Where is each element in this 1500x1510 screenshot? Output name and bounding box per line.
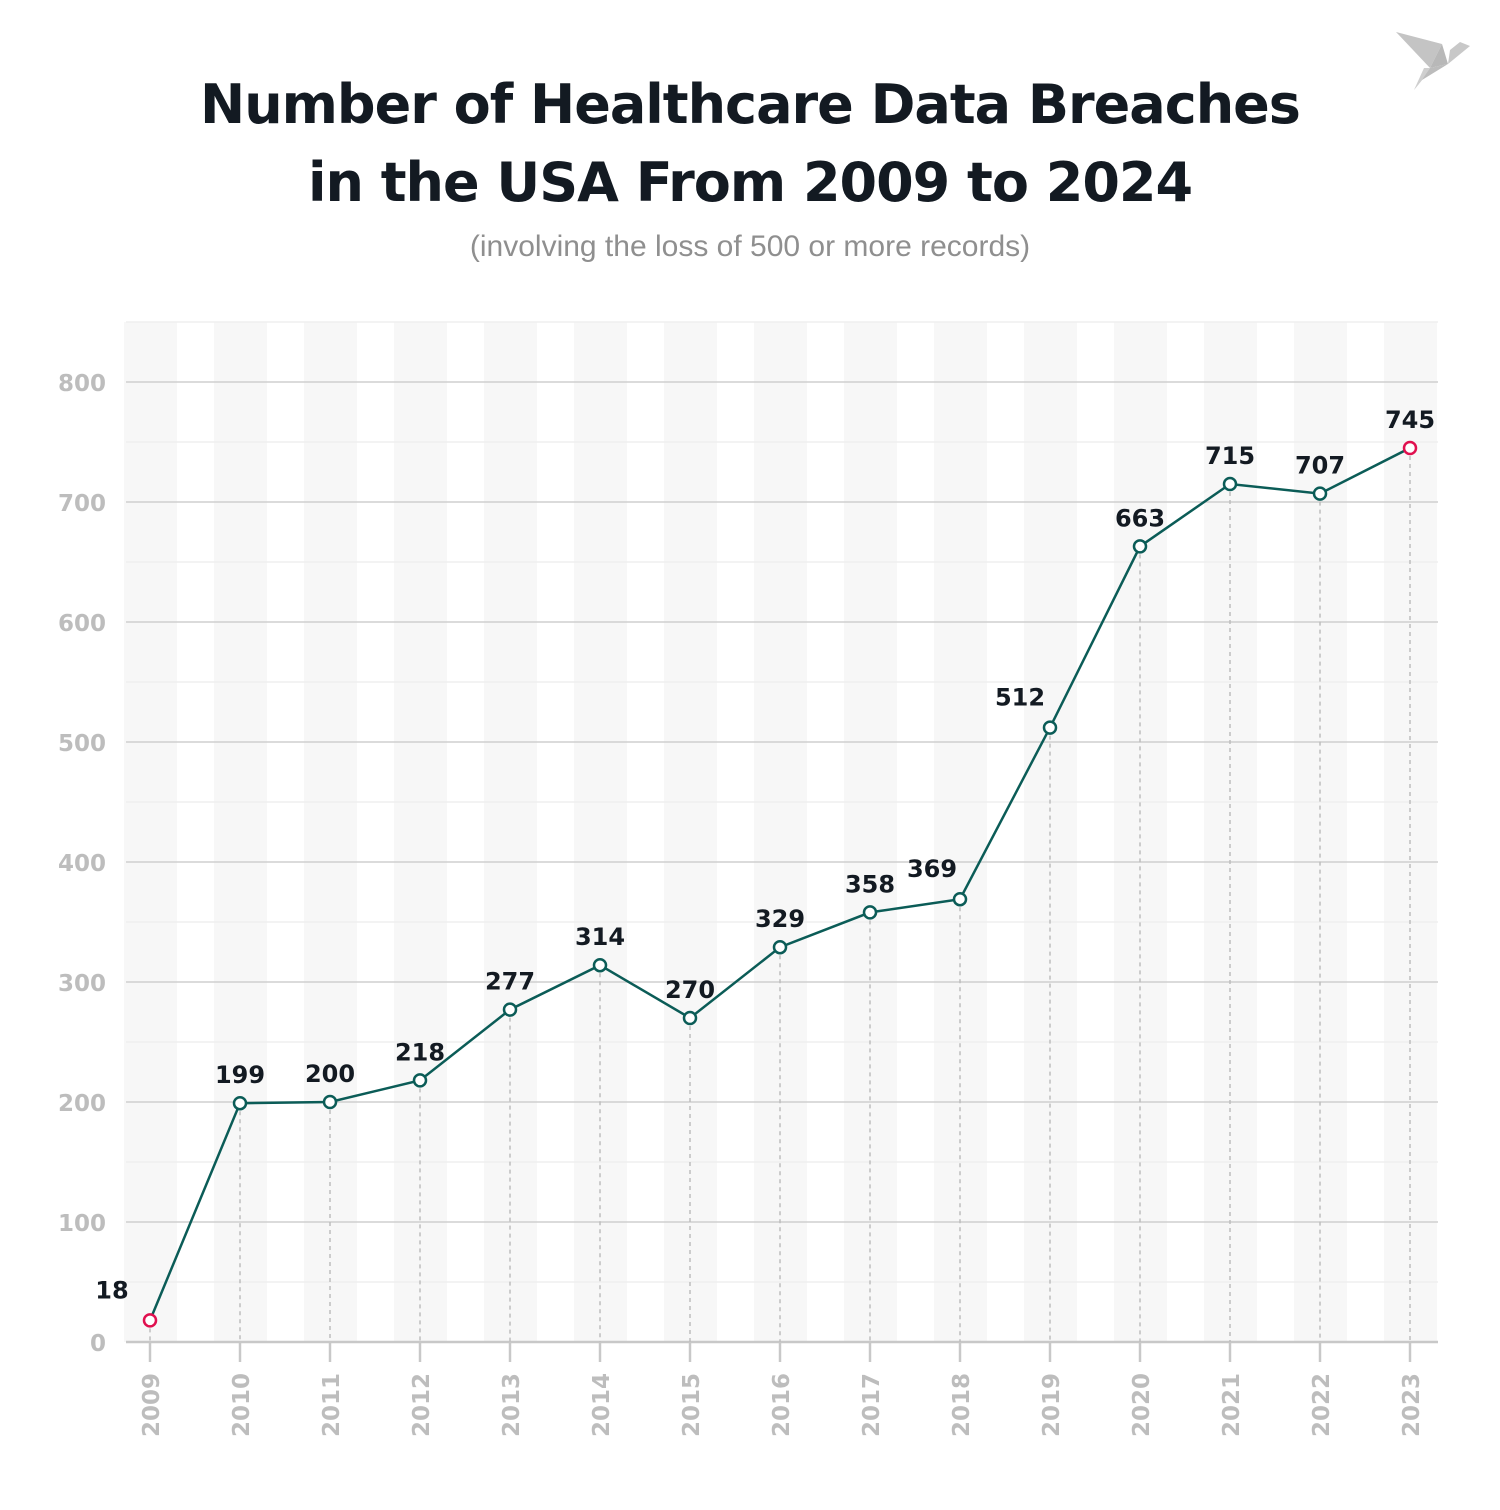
- chart-title-line-1: Number of Healthcare Data Breaches: [200, 73, 1301, 136]
- x-tick-label: 2018: [949, 1373, 975, 1437]
- data-label: 18: [95, 1276, 128, 1304]
- y-tick-label: 0: [90, 1331, 106, 1357]
- data-label: 512: [995, 684, 1045, 712]
- data-label: 663: [1115, 504, 1165, 532]
- x-tick-label: 2013: [499, 1373, 525, 1437]
- data-label: 329: [755, 905, 805, 933]
- column-band: [574, 322, 627, 1342]
- column-band: [124, 322, 177, 1342]
- x-tick-label: 2020: [1129, 1373, 1155, 1437]
- data-point: [1312, 486, 1328, 501]
- x-tick-label: 2015: [679, 1373, 705, 1437]
- data-point: [142, 1313, 158, 1328]
- data-label: 745: [1385, 406, 1435, 434]
- x-tick-label: 2021: [1219, 1373, 1245, 1437]
- y-tick-label: 300: [58, 971, 106, 997]
- x-tick-label: 2011: [319, 1373, 345, 1437]
- data-label: 715: [1205, 442, 1255, 470]
- data-label: 270: [665, 976, 715, 1004]
- x-tick-label: 2009: [139, 1373, 165, 1437]
- x-tick-label: 2017: [859, 1373, 885, 1437]
- data-label: 358: [845, 870, 895, 898]
- column-band: [304, 322, 357, 1342]
- data-point: [1042, 720, 1058, 735]
- data-label: 369: [907, 855, 957, 883]
- x-tick-label: 2014: [589, 1373, 615, 1437]
- data-point: [412, 1073, 428, 1088]
- data-label: 218: [395, 1038, 445, 1066]
- x-tick-label: 2019: [1039, 1373, 1065, 1437]
- x-tick-label: 2016: [769, 1373, 795, 1437]
- bird-logo-icon: [1396, 32, 1470, 90]
- data-label: 277: [485, 968, 535, 996]
- data-label: 707: [1295, 452, 1345, 480]
- data-point: [232, 1095, 248, 1111]
- data-point: [1132, 539, 1148, 554]
- column-band: [214, 322, 267, 1342]
- y-tick-label: 700: [58, 491, 106, 517]
- y-tick-label: 600: [58, 611, 106, 637]
- data-point: [592, 957, 608, 973]
- data-point: [952, 891, 968, 907]
- column-band: [844, 322, 897, 1342]
- chart-title: Number of Healthcare Data Breaches in th…: [0, 66, 1500, 222]
- y-tick-label: 800: [58, 371, 106, 397]
- data-point: [682, 1010, 698, 1026]
- data-point: [1402, 440, 1418, 456]
- data-label: 200: [305, 1060, 355, 1088]
- y-tick-label: 400: [58, 851, 106, 877]
- data-label: 199: [215, 1061, 265, 1089]
- column-band: [394, 322, 447, 1342]
- y-tick-label: 200: [58, 1091, 106, 1117]
- data-point: [862, 905, 878, 920]
- data-point: [772, 939, 788, 955]
- y-tick-label: 100: [58, 1211, 106, 1237]
- data-point: [1222, 476, 1238, 492]
- x-tick-label: 2010: [229, 1373, 255, 1437]
- chart-title-line-2: in the USA From 2009 to 2024: [307, 151, 1193, 214]
- chart-subtitle: (involving the loss of 500 or more recor…: [469, 230, 1031, 263]
- y-tick-label: 500: [58, 731, 106, 757]
- data-point: [322, 1094, 338, 1110]
- x-tick-label: 2022: [1309, 1373, 1335, 1437]
- data-point: [502, 1002, 518, 1017]
- x-tick-label: 2012: [409, 1373, 435, 1437]
- data-label: 314: [575, 923, 625, 951]
- x-tick-label: 2023: [1399, 1373, 1425, 1437]
